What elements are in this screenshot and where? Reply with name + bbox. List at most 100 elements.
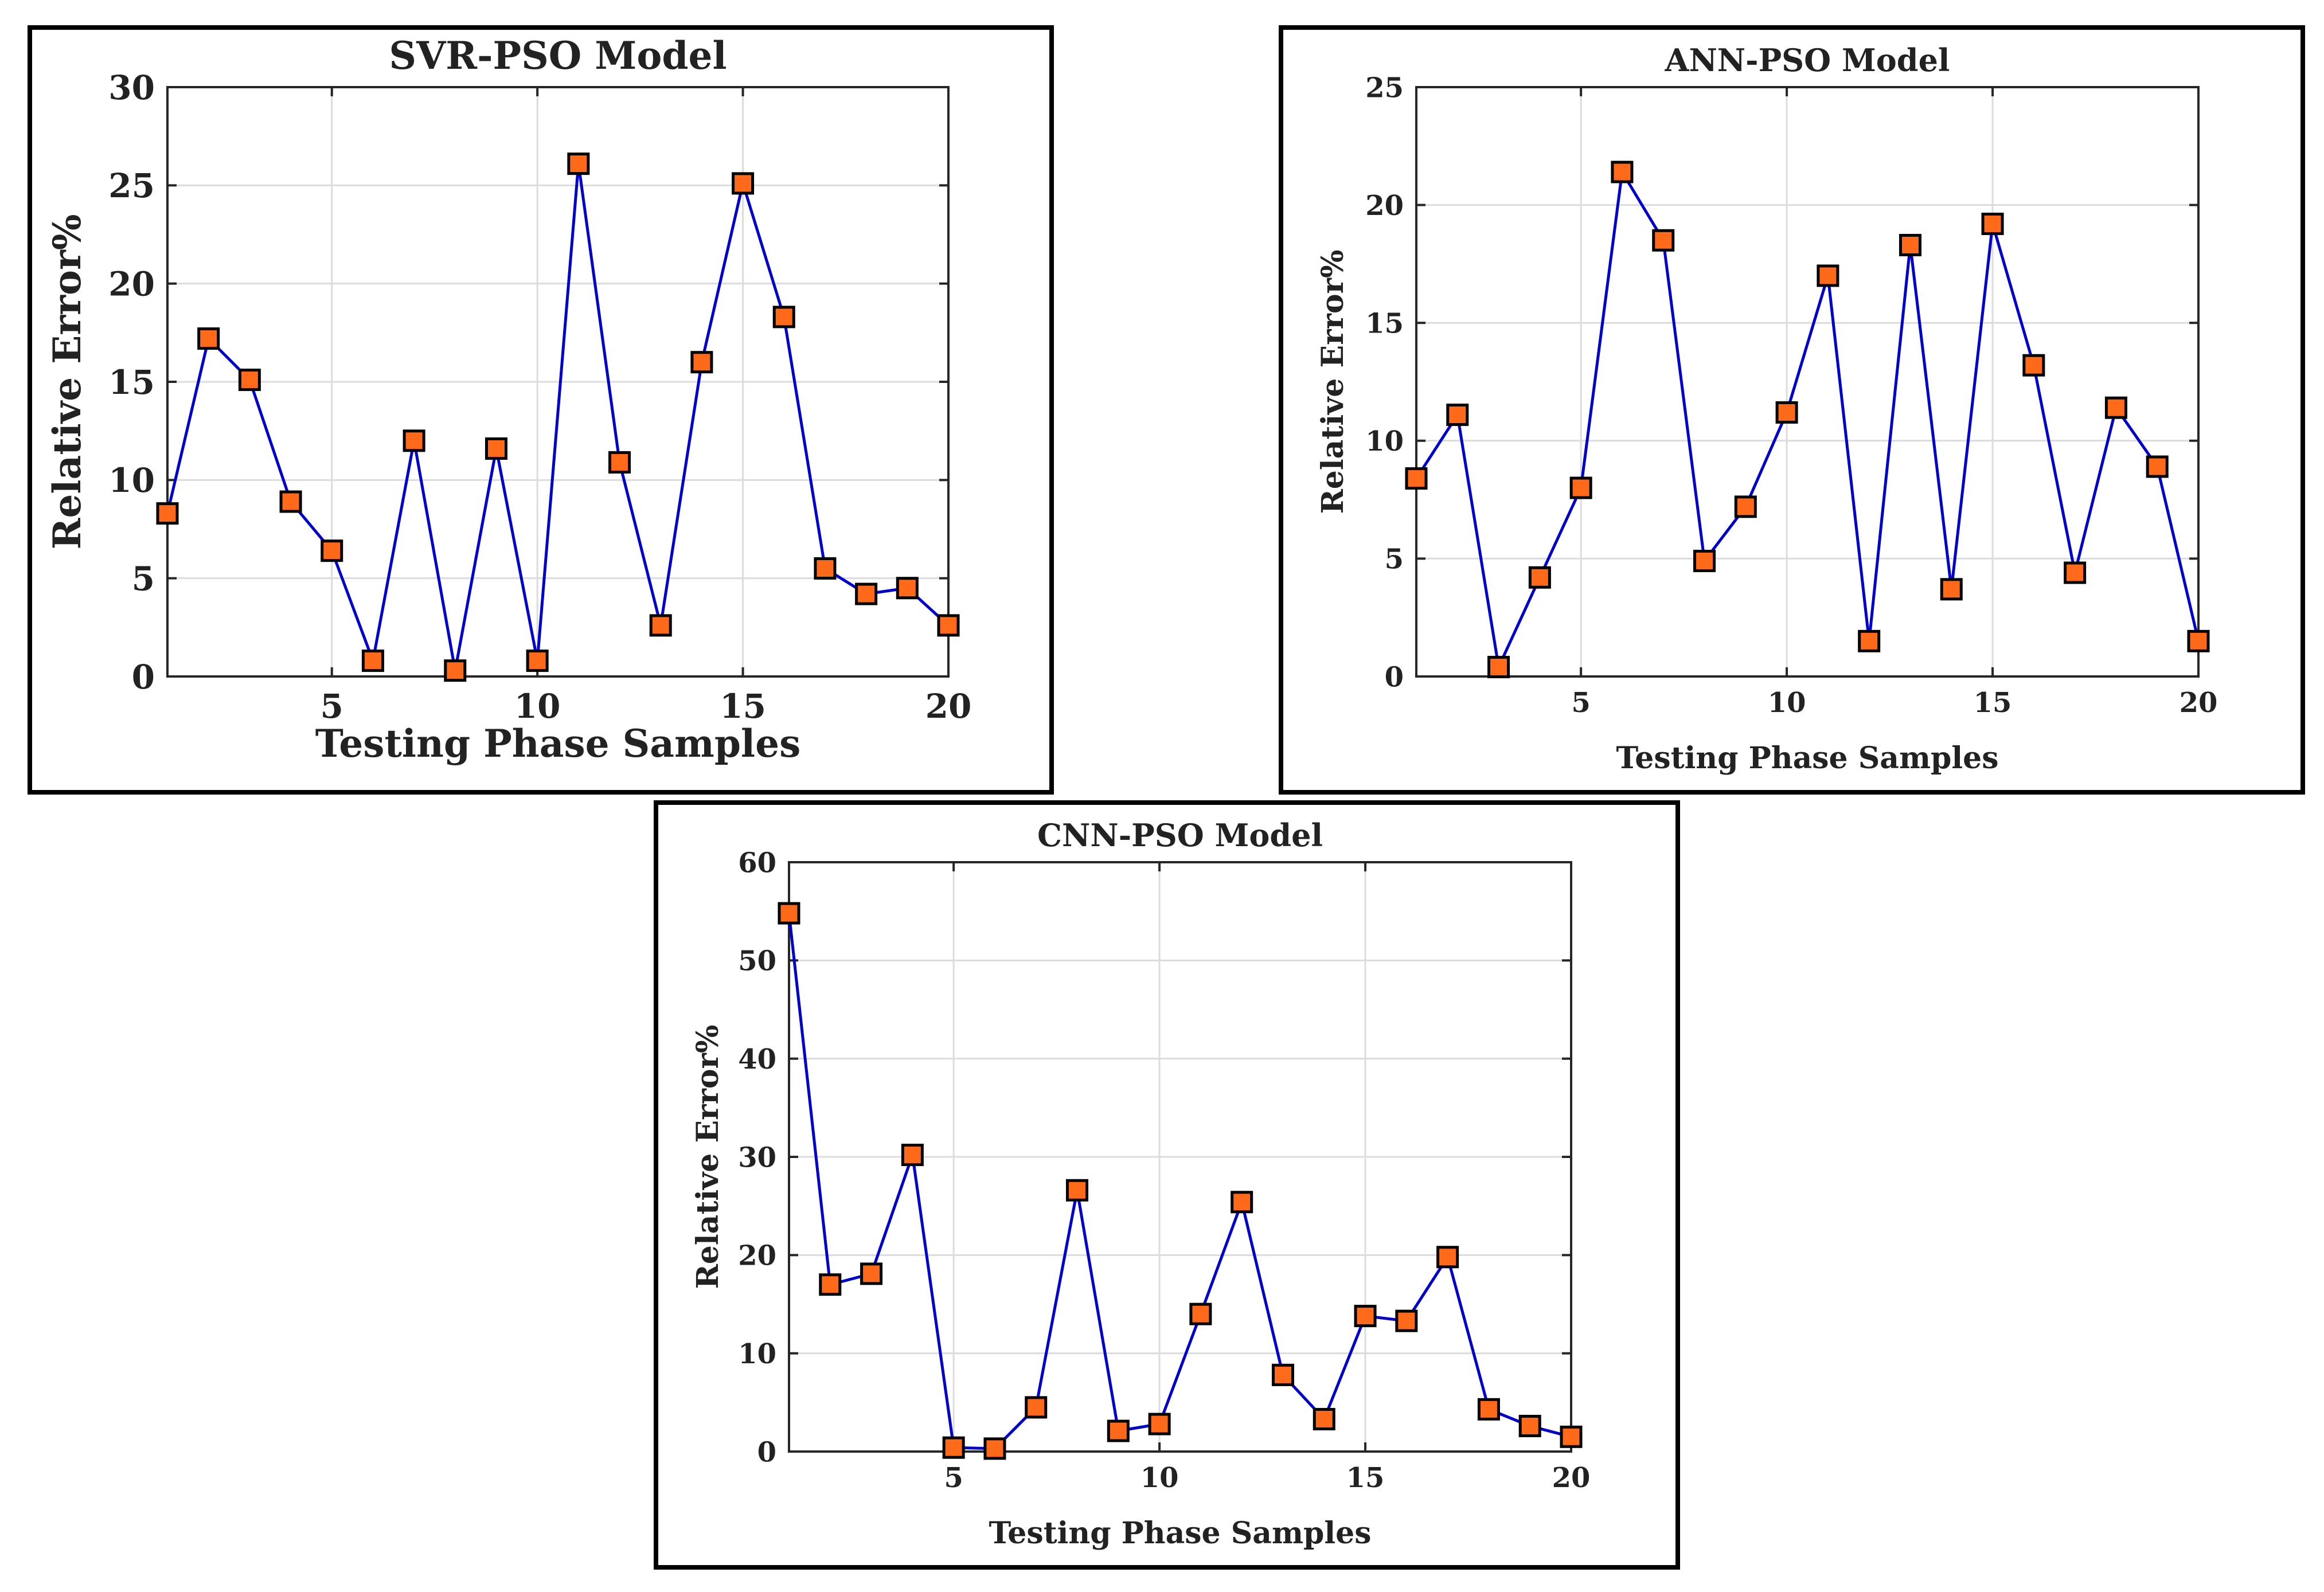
data-point-marker (983, 1437, 1006, 1460)
data-point-marker (772, 306, 795, 328)
x-tick-label: 20 (925, 687, 972, 726)
y-axis-label: Relative Error% (45, 214, 89, 550)
data-point-marker (1405, 467, 1428, 490)
x-tick-label: 10 (1140, 1462, 1179, 1494)
y-tick-label: 10 (738, 1338, 776, 1370)
data-point-marker (690, 351, 713, 374)
svr-pso-chart: 5 10 15 20 0 5 10 15 20 25 30 SVR-PSO Model Testing … (45, 33, 972, 766)
data-point-marker (1569, 476, 1592, 499)
data-point-marker (238, 369, 261, 392)
data-point-marker (901, 1144, 924, 1167)
y-tick-label: 25 (108, 166, 155, 205)
data-point-marker (1354, 1305, 1377, 1328)
data-point-marker (1528, 566, 1551, 589)
data-point-marker (1313, 1407, 1335, 1430)
data-point-marker (403, 429, 425, 452)
data-point-marker (1446, 404, 1469, 427)
y-tick-label: 25 (1365, 72, 1404, 104)
x-axis-label: Testing Phase Samples (1616, 741, 1999, 776)
y-axis-label: Relative Error% (1315, 250, 1350, 514)
data-point-marker (444, 659, 467, 682)
cnn-pso-chart-panel: 5 10 15 20 0 10 20 30 40 50 60 CNN-PSO Model Testing… (654, 800, 1680, 1570)
data-point-marker (2064, 561, 2087, 584)
y-tick-label: 20 (1365, 190, 1404, 222)
data-point-marker (814, 557, 837, 580)
y-tick-label: 20 (108, 265, 155, 304)
chart-title: SVR-PSO Model (389, 33, 727, 78)
plot-area-frame (1415, 86, 2200, 678)
data-point-marker (1148, 1413, 1171, 1435)
x-tick-label: 5 (321, 687, 343, 726)
ann-pso-chart-panel: 5 10 15 20 0 5 10 15 20 25 ANN-PSO Model Testing Ph… (1279, 25, 2305, 795)
y-tick-label: 30 (108, 68, 155, 107)
data-point-marker (361, 650, 384, 672)
data-point-marker (1858, 629, 1881, 652)
data-point-marker (2022, 354, 2045, 377)
x-tick-label: 15 (1346, 1462, 1385, 1494)
x-tick-label: 20 (2180, 687, 2218, 719)
y-tick-label: 5 (132, 560, 155, 599)
x-tick-label: 10 (1768, 687, 1806, 719)
data-point-marker (1981, 212, 2004, 235)
x-tick-label: 10 (514, 687, 561, 726)
data-point-marker (1107, 1419, 1130, 1442)
x-axis-label: Testing Phase Samples (989, 1516, 1372, 1551)
y-tick-label: 0 (1385, 661, 1404, 693)
x-tick-label: 15 (720, 687, 766, 726)
data-point-marker (1487, 656, 1510, 679)
data-point-marker (567, 152, 590, 175)
data-point-marker (1775, 401, 1798, 424)
y-tick-label: 0 (757, 1436, 776, 1468)
data-point-marker (526, 650, 549, 672)
series-line (1415, 170, 2200, 669)
x-tick-label: 20 (1552, 1462, 1591, 1494)
x-tick-label: 5 (944, 1462, 963, 1494)
data-point-marker (485, 437, 507, 460)
data-point-marker (1652, 229, 1675, 252)
chart-title: CNN-PSO Model (1037, 817, 1323, 854)
data-point-marker (321, 539, 343, 562)
data-point-marker (1395, 1309, 1418, 1332)
data-point-marker (1231, 1191, 1253, 1214)
data-point-marker (1477, 1398, 1500, 1421)
ann-pso-chart: 5 10 15 20 0 5 10 15 20 25 ANN-PSO Model Testing Ph… (1315, 42, 2218, 776)
data-point-marker (819, 1273, 842, 1296)
y-tick-label: 40 (738, 1043, 776, 1075)
x-tick-label: 15 (1974, 687, 2012, 719)
data-point-marker (1899, 234, 1921, 257)
data-point-marker (942, 1436, 965, 1459)
data-point-marker (732, 172, 755, 195)
data-point-marker (2104, 396, 2127, 419)
data-point-marker (855, 582, 878, 605)
data-point-marker (279, 490, 302, 513)
y-tick-label: 60 (738, 847, 776, 879)
y-axis-label: Relative Error% (690, 1025, 725, 1289)
series-line (787, 913, 1572, 1450)
y-tick-label: 50 (738, 945, 776, 977)
data-point-marker (896, 577, 919, 600)
data-point-marker (1560, 1425, 1583, 1448)
x-tick-label: 5 (1571, 687, 1590, 719)
data-point-marker (1940, 578, 1963, 601)
y-tick-label: 10 (1365, 425, 1404, 457)
data-point-marker (1436, 1246, 1459, 1269)
y-tick-label: 20 (738, 1240, 776, 1272)
data-point-marker (1693, 550, 1716, 573)
data-point-marker (1734, 495, 1757, 518)
y-tick-label: 0 (132, 658, 155, 697)
data-point-marker (608, 451, 631, 474)
x-axis-label: Testing Phase Samples (315, 721, 801, 766)
data-point-marker (778, 902, 800, 925)
y-tick-label: 30 (738, 1141, 776, 1174)
series-line (166, 162, 950, 672)
data-point-marker (649, 614, 672, 637)
data-point-marker (1518, 1414, 1541, 1437)
data-point-marker (197, 327, 220, 350)
y-tick-label: 15 (1365, 307, 1404, 339)
cnn-pso-chart: 5 10 15 20 0 10 20 30 40 50 60 CNN-PSO Model Testing… (690, 817, 1591, 1551)
data-point-marker (2146, 455, 2169, 478)
svr-pso-chart-panel: 5 10 15 20 0 5 10 15 20 25 30 SVR-PSO Model Testing … (28, 25, 1054, 795)
data-point-marker (1817, 264, 1839, 287)
chart-title: ANN-PSO Model (1665, 42, 1950, 79)
data-point-marker (1066, 1179, 1089, 1202)
